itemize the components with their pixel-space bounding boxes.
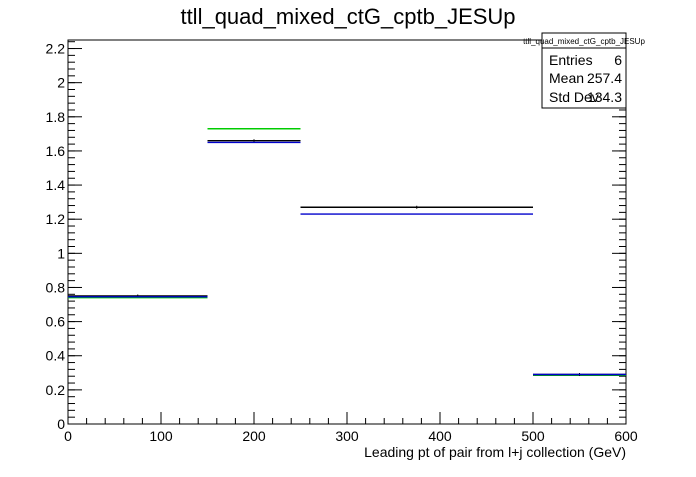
stats-box-title: ttll_quad_mixed_ctG_cptb_JESUp [523, 37, 645, 46]
x-tick-label: 500 [521, 428, 545, 444]
x-tick-label: 600 [614, 428, 638, 444]
y-tick-label: 1.8 [46, 109, 66, 125]
y-tick-label: 0.6 [46, 314, 66, 330]
series-layer [68, 128, 626, 377]
x-tick-label: 200 [242, 428, 266, 444]
y-tick-label: 1 [57, 245, 65, 261]
stats-mean-value: 257.4 [587, 70, 622, 86]
y-tick-label: 0 [57, 416, 65, 432]
x-axis: 0 100 200 300 400 500 600 [64, 412, 638, 444]
x-tick-label: 300 [335, 428, 359, 444]
y-tick-label: 0.4 [46, 348, 66, 364]
y-tick-label: 1.6 [46, 143, 66, 159]
stats-entries-value: 6 [614, 52, 622, 68]
y-tick-label: 1.4 [46, 177, 66, 193]
y-tick-label: 2 [57, 75, 65, 91]
y-tick-label: 1.2 [46, 211, 66, 227]
chart-title: ttll_quad_mixed_ctG_cptb_JESUp [180, 4, 515, 29]
stats-box: ttll_quad_mixed_ctG_cptb_JESUp Entries 6… [523, 32, 645, 109]
y-axis: 0 0.2 0.4 0.6 0.8 1 1.2 1.4 1.6 1.8 2 2.2 [46, 41, 626, 432]
series-0 [68, 128, 626, 377]
y-tick-label: 0.8 [46, 279, 66, 295]
stats-entries-label: Entries [549, 52, 593, 68]
x-tick-label: 100 [149, 428, 173, 444]
y-tick-label: 0.2 [46, 382, 66, 398]
series-1 [68, 139, 626, 377]
stats-stddev-value: 134.3 [587, 89, 622, 105]
y-tick-label: 2.2 [46, 41, 66, 57]
stats-stddev-label: Std Dev [549, 89, 599, 105]
x-tick-label: 400 [428, 428, 452, 444]
x-axis-label: Leading pt of pair from l+j collection (… [364, 444, 626, 460]
x-tick-label: 0 [64, 428, 72, 444]
series-2 [68, 141, 626, 376]
stats-box-frame [541, 32, 627, 109]
stats-mean-label: Mean [549, 70, 584, 86]
